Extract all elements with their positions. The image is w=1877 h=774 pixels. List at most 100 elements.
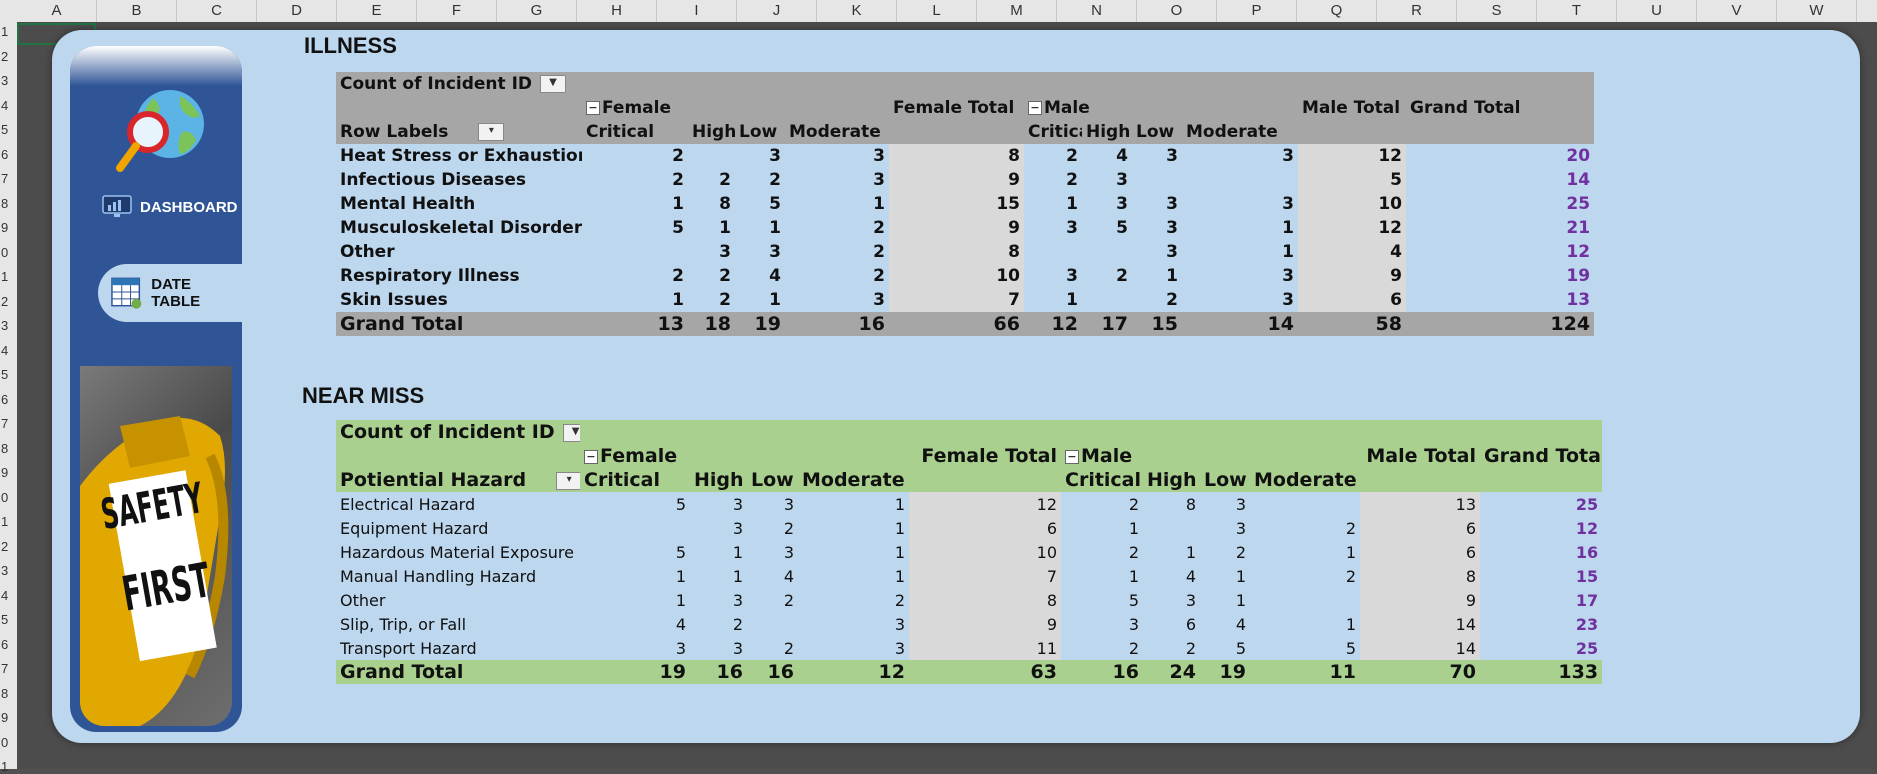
value-cell[interactable]: 1: [1185, 542, 1196, 562]
value-cell[interactable]: 2: [873, 218, 885, 238]
value-cell[interactable]: 2: [1128, 494, 1139, 514]
column-header-o[interactable]: O: [1137, 0, 1217, 22]
row-header[interactable]: 6: [1, 146, 9, 162]
value-cell[interactable]: 1: [672, 290, 684, 310]
table-row[interactable]: Heat Stress or Exhaustion 2 3 3 8 2 4 3 3 12 20: [336, 144, 1594, 168]
female-total-cell[interactable]: 6: [909, 516, 1061, 540]
row-header[interactable]: 1: [1, 514, 9, 529]
value-cell[interactable]: 3: [783, 494, 794, 514]
table-row[interactable]: Skin Issues 1 2 1 3 7 1 2 3 6 13: [336, 288, 1594, 312]
sidebar-item-date-table[interactable]: DATE TABLE: [98, 264, 242, 322]
male-total-cell[interactable]: 12: [1298, 144, 1406, 168]
row-label[interactable]: Grand Total: [336, 660, 580, 684]
value-cell[interactable]: 1: [672, 194, 684, 214]
column-header-p[interactable]: P: [1217, 0, 1297, 22]
value-cell[interactable]: 19: [1200, 660, 1250, 684]
column-header-m[interactable]: M: [977, 0, 1057, 22]
value-cell[interactable]: 1: [894, 542, 905, 562]
row-header[interactable]: 7: [1, 661, 9, 676]
column-header-e[interactable]: E: [337, 0, 417, 22]
row-header[interactable]: 2: [1, 48, 9, 64]
row-label[interactable]: Slip, Trip, or Fall: [340, 614, 467, 634]
grand-total-cell[interactable]: 124: [1406, 312, 1595, 336]
row-header[interactable]: 2: [1, 293, 9, 309]
male-total-cell[interactable]: 10: [1298, 192, 1406, 216]
column-header-c[interactable]: C: [177, 0, 257, 22]
value-cell[interactable]: 1: [1128, 518, 1139, 538]
row-header[interactable]: 6: [1, 391, 9, 407]
male-total-cell[interactable]: 8: [1360, 564, 1480, 588]
row-header[interactable]: 3: [1, 318, 9, 333]
row-header[interactable]: 9: [1, 465, 9, 480]
value-cell[interactable]: 24: [1143, 660, 1200, 684]
table-row[interactable]: Manual Handling Hazard 1 1 4 1 7 1 4 1 2 8 15: [336, 564, 1602, 588]
value-cell[interactable]: 2: [672, 170, 684, 190]
value-cell[interactable]: 3: [732, 494, 743, 514]
male-total-cell[interactable]: 6: [1298, 288, 1406, 312]
table-row[interactable]: Infectious Diseases 2 2 2 3 9 2 3 5 14: [336, 168, 1594, 192]
female-total-cell[interactable]: 9: [889, 168, 1024, 192]
row-header[interactable]: 4: [1, 342, 9, 358]
value-cell[interactable]: 2: [1345, 518, 1356, 538]
value-cell[interactable]: 3: [1235, 494, 1246, 514]
female-total-cell[interactable]: 9: [889, 216, 1024, 240]
grand-total-cell[interactable]: 16: [1575, 542, 1599, 562]
value-cell[interactable]: 1: [1128, 566, 1139, 586]
value-cell[interactable]: 3: [1066, 218, 1078, 238]
female-total-cell[interactable]: 11: [909, 636, 1061, 660]
row-header[interactable]: 9: [1, 710, 9, 725]
row-header[interactable]: 7: [1, 171, 9, 186]
value-cell[interactable]: 2: [769, 170, 781, 190]
value-cell[interactable]: 16: [747, 660, 798, 684]
column-header-a[interactable]: A: [17, 0, 97, 22]
grand-total-cell[interactable]: 19: [1566, 266, 1591, 286]
column-header-g[interactable]: G: [497, 0, 577, 22]
collapse-female-button[interactable]: −: [586, 101, 600, 115]
grand-total-cell[interactable]: 25: [1575, 494, 1599, 514]
row-header[interactable]: 8: [1, 440, 9, 456]
value-cell[interactable]: 1: [732, 542, 743, 562]
row-header[interactable]: 1: [1, 269, 9, 284]
grand-total-cell[interactable]: 25: [1566, 194, 1591, 214]
near-miss-pivot-table[interactable]: Count of Incident ID ▼ − Female Female Tot…: [336, 420, 1603, 684]
illness-pivot-table[interactable]: Count of Incident ID ▼ − Female Female Tot…: [336, 72, 1595, 336]
value-cell[interactable]: 1: [675, 566, 686, 586]
male-total-cell[interactable]: 6: [1360, 516, 1480, 540]
value-cell[interactable]: 1: [675, 590, 686, 610]
row-label[interactable]: Transport Hazard: [340, 638, 477, 658]
grand-total-cell[interactable]: 21: [1566, 218, 1591, 238]
row-header[interactable]: 1: [1, 24, 9, 39]
row-header[interactable]: 2: [1, 538, 9, 554]
grand-total-cell[interactable]: 23: [1575, 614, 1599, 634]
male-total-cell[interactable]: 14: [1360, 612, 1480, 636]
value-cell[interactable]: [747, 612, 798, 636]
row-label[interactable]: Hazardous Material Exposure: [340, 542, 574, 562]
value-cell[interactable]: 3: [1282, 194, 1294, 214]
column-header-v[interactable]: V: [1697, 0, 1777, 22]
value-cell[interactable]: 1: [1235, 566, 1246, 586]
grand-total-cell[interactable]: 13: [1566, 290, 1591, 310]
value-cell[interactable]: 14: [1182, 312, 1298, 336]
value-cell[interactable]: 1: [1345, 542, 1356, 562]
row-header[interactable]: 6: [1, 636, 9, 652]
column-header-f[interactable]: F: [417, 0, 497, 22]
row-header[interactable]: 3: [1, 563, 9, 578]
value-cell[interactable]: 1: [769, 290, 781, 310]
male-total-cell[interactable]: 12: [1298, 216, 1406, 240]
value-cell[interactable]: 1: [1166, 266, 1178, 286]
sidebar-item-dashboard[interactable]: DASHBOARD: [102, 194, 238, 220]
value-cell[interactable]: 3: [894, 638, 905, 658]
value-cell[interactable]: 8: [719, 194, 731, 214]
value-cell[interactable]: 4: [1116, 146, 1128, 166]
value-cell[interactable]: 16: [1061, 660, 1143, 684]
value-cell[interactable]: 3: [732, 638, 743, 658]
grand-total-cell[interactable]: 14: [1566, 170, 1591, 190]
row-header[interactable]: 5: [1, 612, 9, 627]
table-row[interactable]: Transport Hazard 3 3 2 3 11 2 2 5 5 14 25: [336, 636, 1602, 660]
value-cell[interactable]: 3: [873, 290, 885, 310]
column-header-j[interactable]: J: [737, 0, 817, 22]
value-cell[interactable]: 2: [1345, 566, 1356, 586]
value-cell[interactable]: [580, 516, 690, 540]
value-cell[interactable]: 3: [1116, 194, 1128, 214]
value-cell[interactable]: 1: [1282, 242, 1294, 262]
